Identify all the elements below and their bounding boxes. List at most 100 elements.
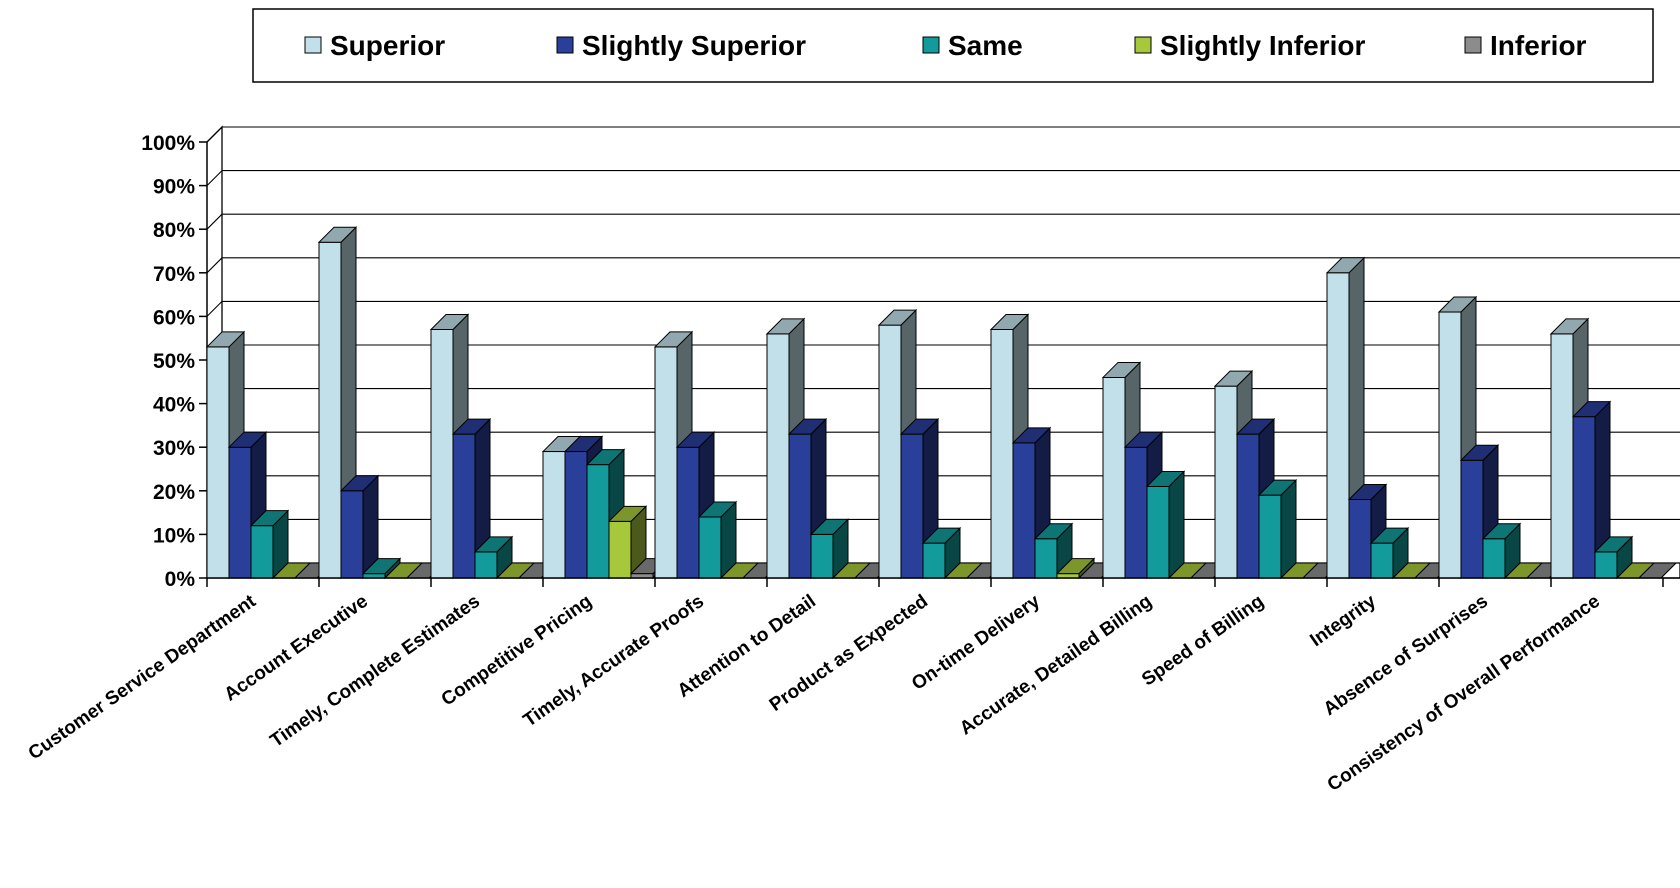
bar-top <box>205 331 246 348</box>
bar-top <box>1571 401 1612 418</box>
bar-front <box>698 516 722 579</box>
bar-top <box>675 431 716 448</box>
bar-front <box>1482 538 1506 579</box>
bar-front <box>788 433 812 579</box>
bar-top <box>361 558 402 575</box>
bar-top <box>1101 361 1142 378</box>
x-tick-label-timely-accurate-proofs: Timely, Accurate Proofs <box>520 591 708 732</box>
category-group-account-executive <box>317 226 446 580</box>
bar-top <box>1055 558 1096 575</box>
bar-front <box>564 451 588 579</box>
bar-top <box>1145 470 1186 487</box>
bar-same-accurate-detailed-billing <box>1145 470 1186 580</box>
gridline-wall <box>206 301 223 317</box>
category-group-on-time-delivery <box>989 313 1118 580</box>
y-axis: 0% 10% 20% 30% 40% 50% 60% 70% 80% 90% 100% <box>141 132 208 591</box>
bar-front <box>1594 551 1618 579</box>
bar-top <box>249 510 290 527</box>
bar-same-timely-complete-estimates <box>473 535 514 580</box>
bar-top <box>765 318 806 335</box>
legend-label-slightly-superior: Slightly Superior <box>582 30 806 61</box>
legend-label-inferior: Inferior <box>1490 30 1587 61</box>
bar-top <box>1011 427 1052 444</box>
legend-label-superior: Superior <box>330 30 445 61</box>
bar-top <box>451 418 492 435</box>
legend-swatch-slightly-inferior <box>1134 36 1152 54</box>
legend-label-same: Same <box>948 30 1023 61</box>
bar-same-customer-service-department <box>249 509 290 580</box>
bar-top <box>1257 479 1298 496</box>
y-tick-label: 0% <box>165 568 196 591</box>
bar-top <box>787 418 828 435</box>
legend-label-slightly-inferior: Slightly Inferior <box>1160 30 1365 61</box>
bar-front <box>586 464 610 579</box>
bar-front <box>1012 442 1036 579</box>
legend-item-slightly-superior: Slightly Superior <box>556 30 806 61</box>
legend-swatch-slightly-superior <box>556 36 574 54</box>
bar-top <box>1213 370 1254 387</box>
bar-front <box>654 346 678 579</box>
y-tick-label: 10% <box>153 524 195 547</box>
bar-top <box>1549 318 1590 335</box>
bar-top <box>809 518 850 535</box>
legend-box <box>252 8 1654 83</box>
bar-front <box>676 446 700 579</box>
gridline-wall <box>206 170 223 186</box>
y-tick-label: 50% <box>153 350 195 373</box>
bar-top <box>317 226 358 243</box>
bar-front <box>1258 494 1282 579</box>
bar-front <box>1572 416 1596 579</box>
legend-swatch-inferior <box>1464 36 1482 54</box>
bar-same-attention-to-detail <box>809 518 850 580</box>
bar-slightly-superior-consistency-of-overall-performance <box>1571 400 1612 580</box>
x-tick-label-speed-of-billing: Speed of Billing <box>1138 591 1268 691</box>
category-group-absence-of-surprises <box>1437 295 1566 580</box>
bar-front <box>340 490 364 579</box>
bar-top <box>1481 523 1522 540</box>
bar-top <box>653 331 694 348</box>
bar-top <box>1437 296 1478 313</box>
legend-item-superior: Superior <box>304 30 445 61</box>
category-group-integrity <box>1325 256 1454 580</box>
bar-front <box>900 433 924 579</box>
category-group-competitive-pricing <box>541 435 670 580</box>
bar-front <box>1034 538 1058 579</box>
bar-top <box>227 431 268 448</box>
legend-item-inferior: Inferior <box>1464 30 1587 61</box>
gridline-wall <box>206 213 223 230</box>
bar-top <box>1593 536 1634 553</box>
y-tick-label: 30% <box>153 437 195 460</box>
bar-slightly-inferior-on-time-delivery <box>1055 557 1096 580</box>
category-group-speed-of-billing <box>1213 369 1342 580</box>
bar-top <box>1235 418 1276 435</box>
bar-side <box>1280 478 1297 580</box>
bar-front <box>206 346 230 579</box>
bar-front <box>1102 376 1126 579</box>
bar-front <box>1146 485 1170 579</box>
x-tick-label-customer-service-department: Customer Service Department <box>25 591 261 765</box>
bar-top <box>473 536 514 553</box>
x-tick-label-timely-complete-estimates: Timely, Complete Estimates <box>267 591 484 752</box>
bar-top <box>1325 257 1366 274</box>
bar-front <box>318 241 342 579</box>
bar-front <box>766 333 790 579</box>
y-tick-label: 80% <box>153 219 195 242</box>
y-tick-label: 100% <box>141 132 195 155</box>
bar-front <box>1326 272 1350 579</box>
bar-same-timely-accurate-proofs <box>697 500 738 580</box>
bar-front <box>1124 446 1148 579</box>
bar-front <box>1236 433 1260 579</box>
legend-item-slightly-inferior: Slightly Inferior <box>1134 30 1365 61</box>
bar-front <box>542 451 566 579</box>
category-group-customer-service-department <box>205 330 334 580</box>
bar-top <box>1369 527 1410 544</box>
category-group-accurate-detailed-billing <box>1101 361 1230 580</box>
y-tick-label: 40% <box>153 394 195 417</box>
bar-top <box>1123 431 1164 448</box>
bar-top <box>697 501 738 518</box>
bar-top <box>339 475 380 492</box>
bar-top <box>899 418 940 435</box>
bar-front <box>1348 499 1372 579</box>
gridline-wall <box>206 257 223 274</box>
legend-swatch-superior <box>304 36 322 54</box>
